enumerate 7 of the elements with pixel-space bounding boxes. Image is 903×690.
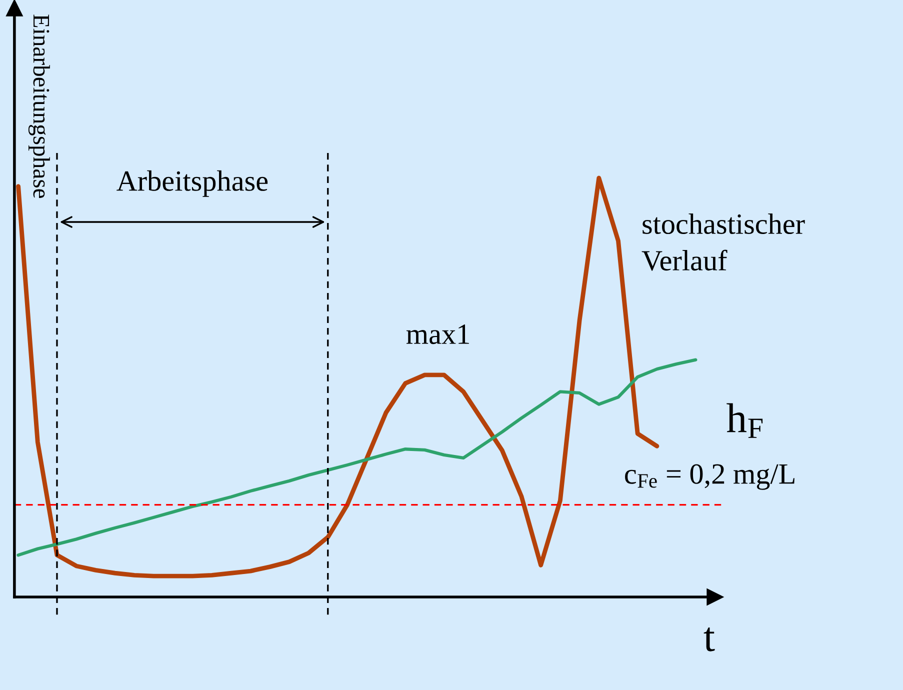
series-label: h$_{F}$ bbox=[726, 403, 763, 438]
annotation: max1 bbox=[406, 324, 469, 344]
annotation: Arbeitsphase bbox=[116, 170, 268, 197]
annotation: stochastischer Verlauf bbox=[642, 213, 805, 271]
annotation: Einarbeitungsphase bbox=[28, 14, 50, 198]
x-axis-title: t bbox=[704, 627, 715, 652]
ref-line-label: c$_{Fe}$ = 0,2 mg/L bbox=[625, 464, 794, 490]
